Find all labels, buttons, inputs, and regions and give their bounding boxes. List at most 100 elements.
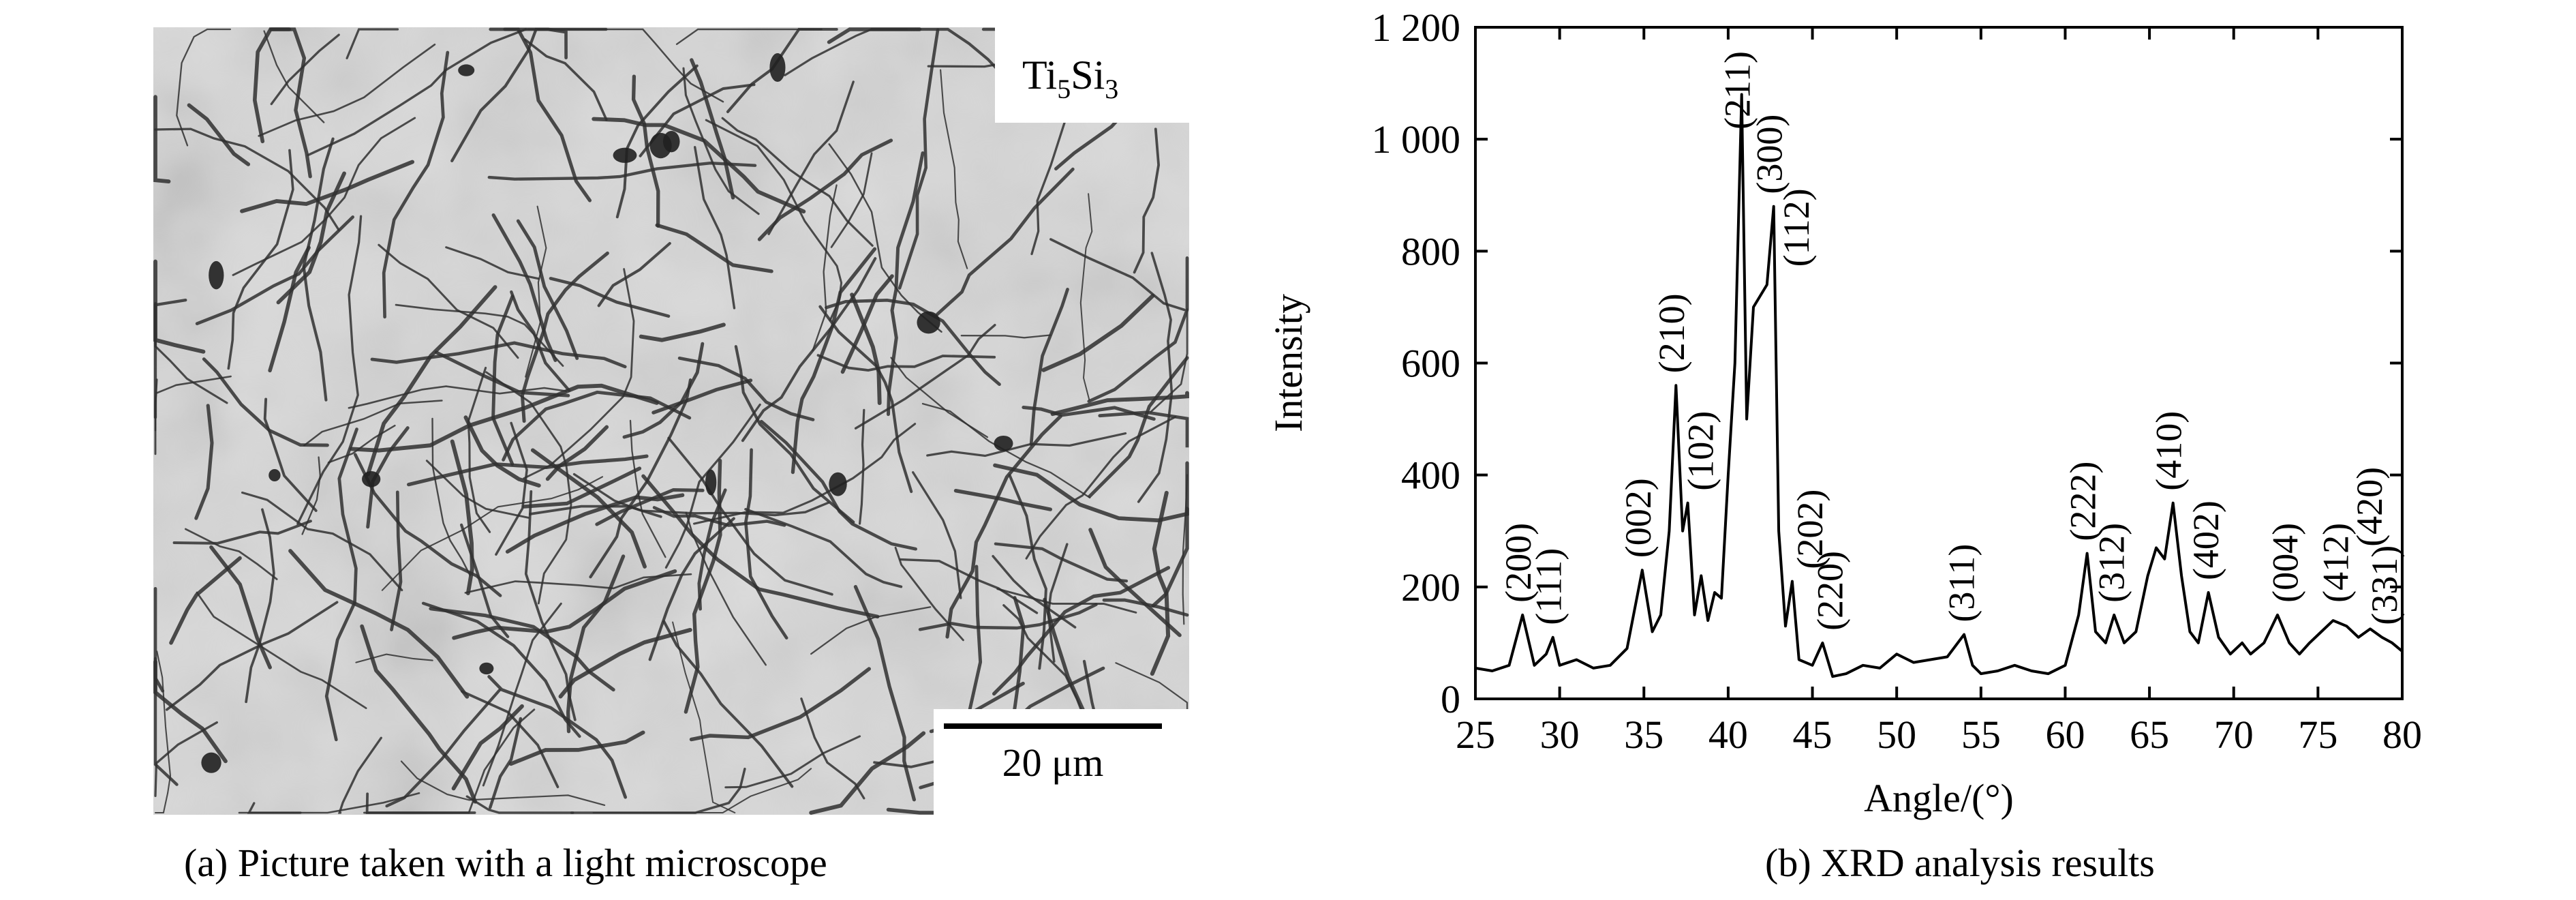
grain-boundary (467, 366, 491, 533)
grain-boundary (465, 795, 574, 814)
grain-boundary (302, 137, 335, 402)
grain-boundary (667, 436, 833, 596)
grain-boundary (240, 160, 414, 213)
grain-boundary (247, 802, 302, 814)
grain-boundary (918, 603, 1098, 631)
grain-boundary (196, 591, 367, 709)
caption-b: (b) XRD analysis results (1765, 841, 2155, 885)
grain-boundary (639, 322, 726, 342)
peak-label: (210) (1651, 293, 1692, 373)
grain-boundary (622, 342, 705, 439)
x-tick-label: 65 (2130, 712, 2169, 757)
grain-boundary (452, 569, 677, 640)
y-tick-label: 800 (1401, 229, 1460, 273)
grain-boundary (960, 334, 1052, 339)
grain-boundary (482, 602, 562, 787)
grain-boundary (1133, 127, 1161, 274)
y-tick-label: 1 200 (1372, 5, 1461, 50)
x-tick-label: 55 (1961, 712, 2001, 757)
peak-label: (112) (1776, 188, 1817, 267)
grain-boundary (522, 466, 642, 509)
peak-label: (102) (1680, 411, 1721, 491)
grain-boundary (1030, 110, 1070, 256)
grain-boundary (176, 28, 232, 147)
grain-boundary (495, 421, 528, 556)
grain-boundary (570, 767, 746, 814)
grain-boundary (566, 554, 626, 734)
grain-boundary (631, 74, 660, 228)
grain-boundary (400, 760, 606, 806)
grain-boundary (993, 463, 1189, 523)
grain-boundary (1151, 461, 1189, 608)
grain-boundary (232, 117, 416, 276)
grain-boundary (900, 558, 1039, 614)
grain-boundary (890, 357, 989, 438)
pore (479, 662, 494, 675)
peak-label: (412) (2316, 523, 2357, 603)
pore (649, 132, 672, 159)
y-tick-label: 600 (1401, 342, 1460, 386)
grain-boundary (202, 357, 329, 447)
peak-label: (311) (1942, 544, 1982, 622)
grain-boundary (487, 675, 628, 799)
x-tick-label: 25 (1456, 712, 1495, 757)
grain-boundary (615, 64, 699, 219)
grain-boundary (953, 489, 1052, 511)
peak-label: (402) (2186, 500, 2226, 580)
grain-boundary (1087, 256, 1189, 403)
grain-boundary (516, 219, 579, 360)
grain-boundary (258, 43, 436, 137)
peak-label: (211) (1717, 51, 1758, 130)
grain-boundary (346, 28, 399, 59)
grain-boundary (721, 117, 874, 247)
micrograph-panel: Ti5Si3 20 μm (153, 27, 1189, 815)
grain-boundary (491, 295, 515, 466)
grain-boundary (390, 490, 403, 631)
grain-boundary (508, 730, 645, 766)
pore (269, 468, 281, 482)
peak-label: (331) (2364, 545, 2405, 625)
grain-boundary (165, 601, 339, 711)
grain-boundary (301, 456, 321, 535)
grain-boundary (936, 167, 1075, 316)
grain-boundary (629, 419, 666, 558)
grain-boundary (195, 215, 354, 325)
pore (458, 64, 475, 76)
x-tick-label: 30 (1540, 712, 1580, 757)
pore (769, 53, 786, 82)
grain-boundary (154, 721, 218, 797)
grain-boundary (940, 69, 968, 269)
x-tick-label: 80 (2382, 712, 2422, 757)
y-axis: 0 200 400 600 800 1 000 1 200 (1372, 5, 2402, 721)
grain-boundary (595, 487, 705, 526)
peak-label: (222) (2063, 462, 2104, 541)
grain-boundary (169, 556, 242, 645)
y-tick-label: 0 (1441, 677, 1460, 721)
grain-boundary (812, 184, 838, 352)
grain-boundary (489, 717, 523, 809)
pore (201, 752, 221, 773)
grain-boundary (655, 223, 773, 273)
grain-boundary (487, 161, 757, 181)
phase-label: Ti5Si3 (1022, 52, 1118, 104)
grain-boundary (840, 274, 894, 374)
grain-boundary (153, 586, 165, 693)
peak-label: (002) (1618, 478, 1659, 558)
x-axis-label: Angle/(°) (1864, 776, 2014, 820)
grain-boundary (697, 488, 727, 611)
grain-boundary (349, 383, 659, 453)
grain-boundary (327, 424, 396, 464)
grain-boundary (270, 33, 340, 106)
grain-boundary (967, 565, 983, 716)
grain-boundary (395, 303, 564, 367)
grain-boundary (684, 458, 722, 714)
peak-label: (004) (2265, 523, 2305, 603)
grain-boundary (1088, 356, 1189, 498)
grain-boundary (809, 731, 926, 815)
peak-label: (312) (2091, 523, 2132, 603)
grain-boundary (445, 246, 540, 280)
grain-boundary (945, 415, 1062, 639)
grain-boundary (366, 426, 410, 529)
grain-boundary (996, 588, 1137, 614)
grain-boundary (828, 143, 942, 333)
